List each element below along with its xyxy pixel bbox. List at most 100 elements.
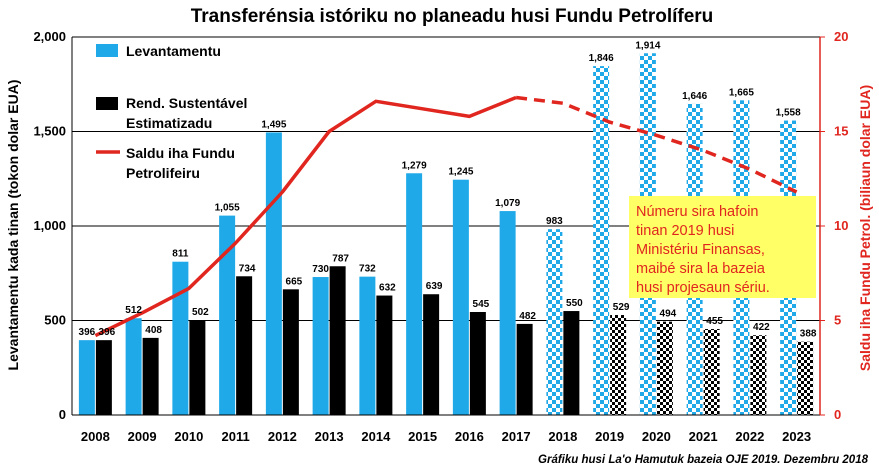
y-left-tick-label: 1,000 (33, 218, 66, 233)
sustainable-bar (282, 289, 299, 415)
legend: Levantamentu Rend. Sustentável Estimatizad… (96, 43, 247, 181)
sustainable-bar (142, 337, 159, 415)
legend-swatch-withdrawal (96, 44, 118, 57)
withdrawal-value-label: 811 (172, 249, 189, 260)
withdrawal-value-label: 1,055 (215, 203, 240, 214)
sustainable-bar (423, 294, 440, 415)
note-line: maibé sira la bazeia (636, 261, 766, 277)
withdrawal-bar (406, 173, 423, 415)
x-tick-label: 2020 (642, 429, 671, 444)
y-right-tick-label: 0 (834, 407, 841, 422)
withdrawal-bar (125, 318, 142, 415)
note-background (629, 196, 816, 298)
y-left-tick-label: 1,500 (33, 124, 66, 139)
x-tick-label: 2014 (361, 429, 391, 444)
note-line: husi projesaun sériu. (636, 280, 770, 296)
sustainable-bar (656, 321, 673, 415)
sustainable-value-label: 632 (379, 283, 396, 294)
x-tick-label: 2009 (128, 429, 157, 444)
withdrawal-value-label: 1,646 (682, 91, 707, 102)
x-tick-label: 2010 (174, 429, 203, 444)
sustainable-bar (797, 341, 814, 415)
y-right-tick-label: 10 (834, 218, 848, 233)
note-line: Númeru sira hafoin (636, 204, 759, 220)
x-tick-label: 2015 (408, 429, 437, 444)
withdrawal-bar (172, 261, 189, 415)
sustainable-value-label: 388 (800, 329, 817, 340)
withdrawal-bar (499, 211, 516, 415)
sustainable-bar (750, 335, 767, 415)
sustainable-bar (376, 295, 393, 415)
legend-swatch-sustainable (96, 97, 118, 110)
sustainable-value-label: 787 (332, 253, 349, 264)
x-tick-label: 2012 (268, 429, 297, 444)
bars (78, 53, 814, 416)
axes: 0 500 1,000 1,500 2,000 0 5 10 15 20 2008 2009 2010 2… (33, 29, 848, 444)
withdrawal-bar (312, 277, 329, 415)
sustainable-bar (563, 311, 580, 415)
x-tick-label: 2013 (315, 429, 344, 444)
chart-title: Transferénsia istóriku no planeadu husi … (191, 6, 714, 27)
withdrawal-value-label: 512 (125, 305, 142, 316)
withdrawal-value-label: 1,558 (776, 108, 801, 119)
sustainable-value-label: 494 (660, 309, 677, 320)
sustainable-value-label: 422 (753, 322, 770, 333)
x-tick-label: 2019 (595, 429, 624, 444)
sustainable-bar (610, 315, 627, 415)
y-left-tick-label: 500 (44, 313, 66, 328)
withdrawal-value-label: 396 (79, 327, 96, 338)
sustainable-value-label: 665 (286, 276, 303, 287)
x-tick-label: 2018 (548, 429, 577, 444)
projection-note: Númeru sira hafoin tinan 2019 husi Ministé… (629, 196, 816, 298)
sustainable-value-label: 408 (145, 325, 162, 336)
withdrawal-value-label: 1,914 (635, 40, 660, 51)
sustainable-bar (236, 276, 253, 415)
withdrawal-value-label: 983 (546, 216, 563, 227)
sustainable-value-label: 455 (706, 316, 723, 327)
withdrawal-value-label: 1,279 (402, 160, 427, 171)
withdrawal-value-label: 1,665 (729, 87, 754, 98)
y-axis-right-label: Saldu iha Fundu Petrol. (biliaun dolar E… (857, 85, 873, 371)
sustainable-value-label: 482 (519, 311, 536, 322)
x-tick-label: 2017 (502, 429, 531, 444)
source-credit: Gráfiku husi La'o Hamutuk bazeia OJE 201… (538, 454, 869, 466)
y-right-tick-label: 5 (834, 313, 841, 328)
x-tick-label: 2016 (455, 429, 484, 444)
sustainable-bar (189, 320, 206, 415)
note-line: tinan 2019 husi (636, 223, 734, 239)
legend-label-sustainable: Rend. Sustentável (126, 95, 247, 111)
balance-line-projected (515, 95, 798, 194)
x-tick-label: 2023 (782, 429, 811, 444)
sustainable-value-label: 529 (613, 302, 630, 313)
withdrawal-value-label: 1,245 (448, 167, 473, 178)
x-tick-label: 2022 (735, 429, 764, 444)
sustainable-value-label: 502 (192, 307, 209, 318)
sustainable-bar (329, 266, 346, 415)
balance-line-actual (94, 95, 517, 338)
withdrawal-value-label: 732 (359, 264, 376, 275)
withdrawal-bar (452, 179, 469, 415)
withdrawal-bar (546, 229, 563, 415)
sustainable-bar (469, 311, 486, 415)
withdrawal-bar (78, 340, 95, 415)
legend-label-balance: Saldu iha Fundu (126, 145, 235, 161)
withdrawal-value-label: 1,495 (261, 119, 286, 130)
sustainable-bar (516, 323, 533, 415)
withdrawal-value-label: 730 (312, 264, 329, 275)
withdrawal-value-label: 1,079 (495, 198, 520, 209)
y-right-tick-label: 20 (834, 29, 848, 44)
balance-line (94, 95, 798, 338)
sustainable-bar (95, 340, 112, 415)
legend-label-balance: Petrolifeiru (126, 165, 200, 181)
withdrawal-bar (359, 276, 376, 415)
sustainable-value-label: 734 (239, 263, 256, 274)
withdrawal-bar (265, 132, 282, 415)
sustainable-value-label: 396 (99, 327, 116, 338)
x-tick-label: 2011 (222, 429, 250, 444)
sustainable-bar (703, 329, 720, 415)
legend-label-withdrawal: Levantamentu (126, 43, 221, 59)
note-line: Ministériu Finansas, (636, 242, 765, 258)
sustainable-value-label: 639 (426, 281, 443, 292)
